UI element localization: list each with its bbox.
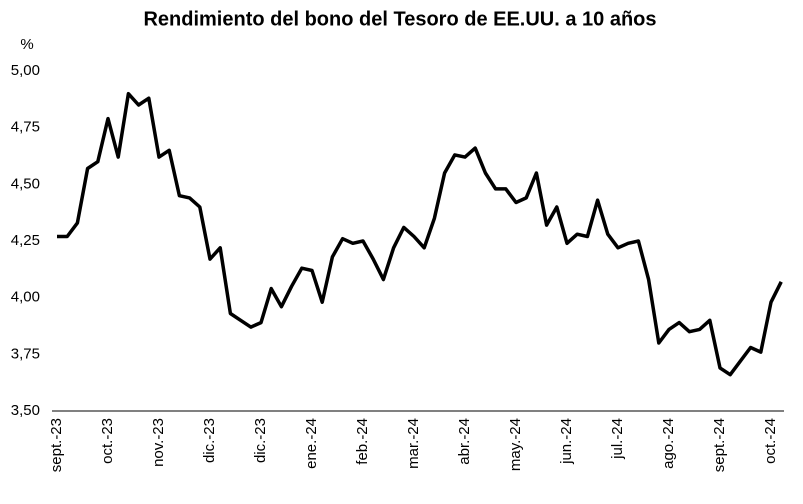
x-tick-label: oct.-23 <box>99 418 116 464</box>
x-tick-label: may.-24 <box>507 418 524 471</box>
y-tick-label: 4,50 <box>11 175 40 192</box>
x-tick-label: sept.-24 <box>711 418 728 472</box>
x-tick-label: jul.-24 <box>609 418 626 460</box>
x-tick-label: ene.-24 <box>303 418 320 469</box>
x-tick-label: oct.-24 <box>762 418 779 464</box>
y-tick-label: 4,25 <box>11 232 40 249</box>
y-tick-label: 3,50 <box>11 402 40 419</box>
x-tick-label: nov.-23 <box>150 418 167 467</box>
x-tick-label: mar.-24 <box>405 418 422 469</box>
y-tick-label: 4,00 <box>11 289 40 306</box>
x-tick-label: dic.-23 <box>201 418 218 463</box>
x-tick-label: jun.-24 <box>558 418 575 465</box>
x-tick-label: abr.-24 <box>456 418 473 465</box>
y-tick-label: 3,75 <box>11 345 40 362</box>
line-series <box>57 91 783 377</box>
x-tick-label: feb.-24 <box>354 418 371 465</box>
x-tick-label: ago.-24 <box>660 418 677 469</box>
chart-title: Rendimiento del bono del Tesoro de EE.UU… <box>143 8 656 30</box>
y-axis-label: % <box>20 36 33 53</box>
y-tick-label: 4,75 <box>11 119 40 136</box>
x-tick-label: sept.-23 <box>48 418 65 472</box>
y-tick-label: 5,00 <box>11 62 40 79</box>
x-tick-label: dic.-23 <box>252 418 269 463</box>
